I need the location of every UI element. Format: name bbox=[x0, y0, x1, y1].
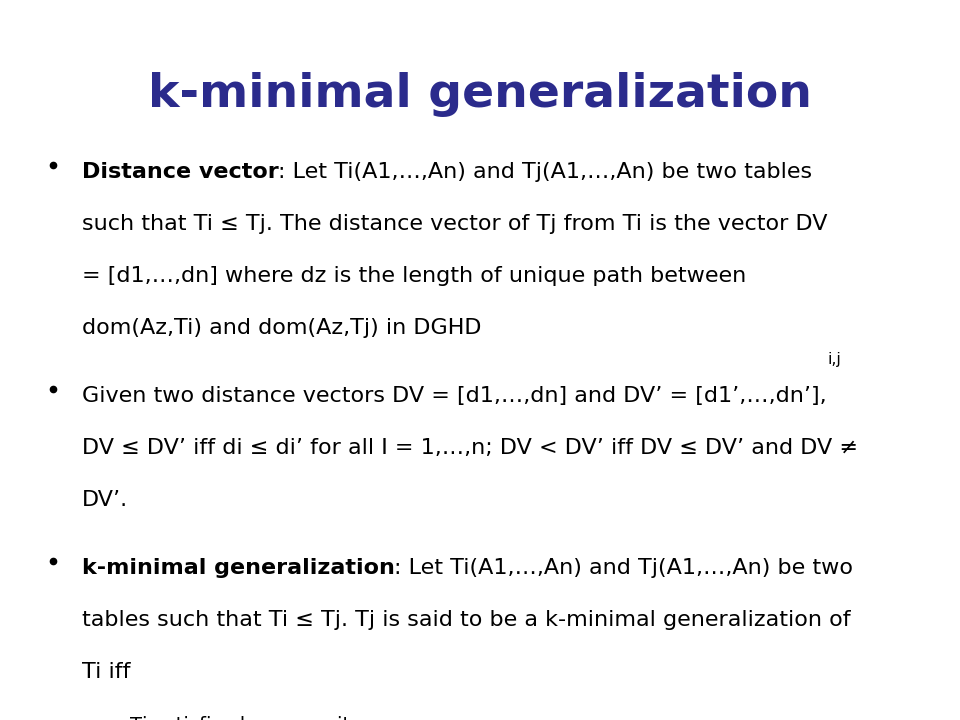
Text: : Let Ti(A1,…,An) and Tj(A1,…,An) be two tables: : Let Ti(A1,…,An) and Tj(A1,…,An) be two… bbox=[278, 162, 812, 182]
Text: k-minimal generalization: k-minimal generalization bbox=[148, 72, 812, 117]
Text: Ti iff: Ti iff bbox=[82, 662, 131, 682]
Text: dom(Az,Ti) and dom(Az,Tj) in DGHD: dom(Az,Ti) and dom(Az,Tj) in DGHD bbox=[82, 318, 481, 338]
Text: Distance vector: Distance vector bbox=[82, 162, 278, 182]
Text: DV ≤ DV’ iff di ≤ di’ for all I = 1,…,n; DV < DV’ iff DV ≤ DV’ and DV ≠: DV ≤ DV’ iff di ≤ di’ for all I = 1,…,n;… bbox=[82, 438, 857, 458]
Text: Tj satisfies k-anonymity: Tj satisfies k-anonymity bbox=[130, 716, 361, 720]
Text: = [d1,…,dn] where dz is the length of unique path between: = [d1,…,dn] where dz is the length of un… bbox=[82, 266, 746, 286]
Text: Given two distance vectors DV = [d1,…,dn] and DV’ = [d1’,…,dn’],: Given two distance vectors DV = [d1,…,dn… bbox=[82, 386, 827, 406]
Text: such that Ti ≤ Tj. The distance vector of Tj from Ti is the vector DV: such that Ti ≤ Tj. The distance vector o… bbox=[82, 214, 828, 234]
Text: i,j: i,j bbox=[828, 352, 841, 367]
Text: DV’.: DV’. bbox=[82, 490, 128, 510]
Text: k-minimal generalization: k-minimal generalization bbox=[82, 558, 395, 578]
Text: tables such that Ti ≤ Tj. Tj is said to be a k-minimal generalization of: tables such that Ti ≤ Tj. Tj is said to … bbox=[82, 610, 851, 630]
Text: –: – bbox=[91, 716, 101, 720]
Text: : Let Ti(A1,…,An) and Tj(A1,…,An) be two: : Let Ti(A1,…,An) and Tj(A1,…,An) be two bbox=[395, 558, 853, 578]
